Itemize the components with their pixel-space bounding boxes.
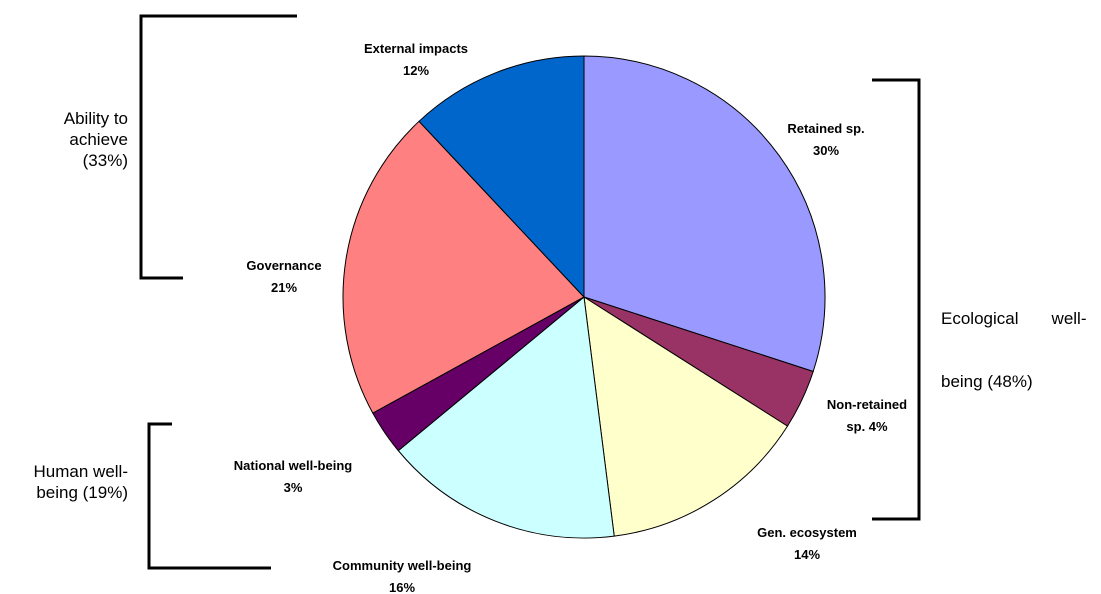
slice-label: Governance 21% bbox=[246, 258, 321, 295]
group-label-ecological-well-being: Ecological well- being (48%) bbox=[941, 266, 1101, 413]
pie-slice-community-well-being bbox=[397, 296, 615, 539]
group-label-line: (33%) bbox=[82, 151, 128, 170]
pie-slice-retained-sp bbox=[583, 55, 826, 373]
bracket-human-well-being bbox=[147, 422, 271, 570]
pie-slice-external-impacts bbox=[418, 55, 585, 299]
group-label-line: Human well- bbox=[33, 462, 128, 481]
slice-labels: Retained sp. 30% Non-retained sp. 4% Gen. ec… bbox=[234, 41, 907, 594]
slice-label: Community well-being 16% bbox=[333, 558, 472, 594]
pie-slice-gen-ecosystem bbox=[583, 296, 789, 537]
group-label-line: achieve bbox=[69, 130, 128, 149]
group-label-line: Ecological well- bbox=[941, 309, 1087, 328]
pie-slices bbox=[342, 55, 826, 539]
slice-label: Non-retained sp. 4% bbox=[827, 397, 907, 434]
slice-label: Retained sp. 30% bbox=[787, 121, 864, 158]
group-label-human-well-being: Human well- being (19%) bbox=[0, 461, 128, 503]
bracket-ability-to-achieve bbox=[139, 14, 297, 280]
bracket-ecological-well-being bbox=[872, 78, 921, 521]
group-label-line: Ability to bbox=[63, 109, 128, 128]
slice-label: External impacts 12% bbox=[364, 41, 468, 78]
group-label-ability-to-achieve: Ability to achieve (33%) bbox=[30, 108, 128, 171]
slice-label: National well-being 3% bbox=[234, 458, 353, 495]
pie-slice-governance bbox=[342, 120, 585, 414]
group-label-line: being (48%) bbox=[941, 372, 1033, 391]
group-brackets bbox=[139, 14, 921, 570]
group-label-line: being (19%) bbox=[36, 483, 128, 502]
slice-label: Gen. ecosystem 14% bbox=[757, 525, 857, 562]
